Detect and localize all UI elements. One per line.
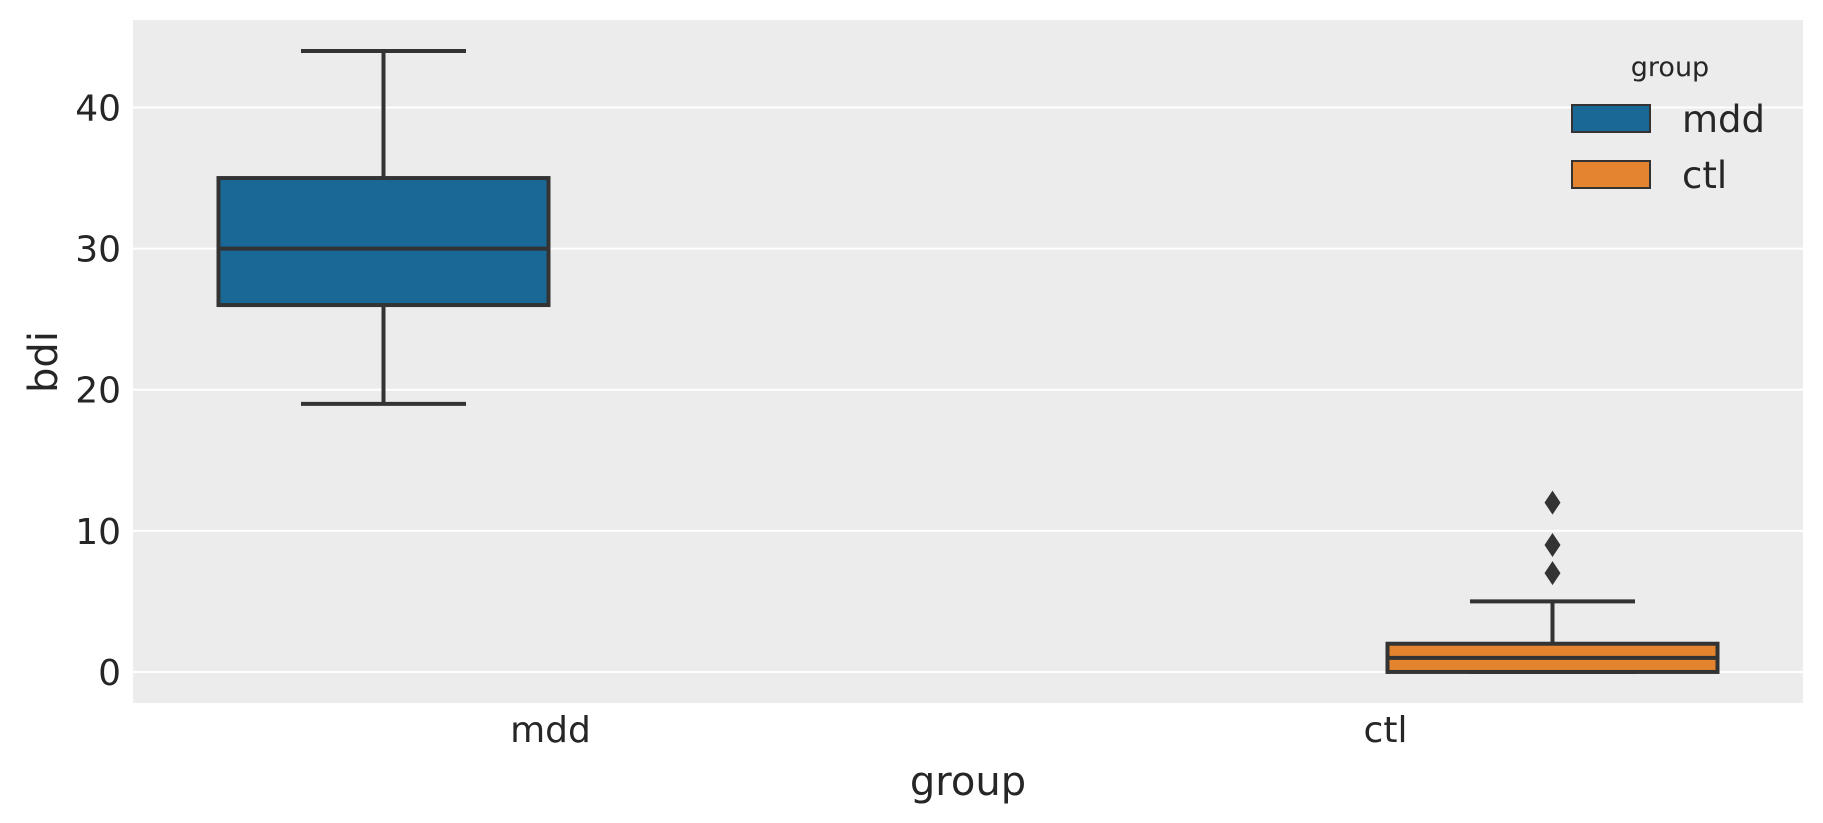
legend: group mdd ctl: [1571, 52, 1765, 197]
x-tick-labels: mdd ctl: [510, 710, 1407, 751]
y-tick-label-20: 20: [75, 371, 121, 412]
y-tick-label-0: 0: [98, 653, 121, 694]
y-axis-title: bdi: [21, 331, 67, 393]
legend-label-mdd: mdd: [1682, 98, 1765, 141]
outlier-point-ctl-12: [1544, 490, 1561, 515]
legend-title: group: [1631, 52, 1709, 83]
x-tick-label-ctl: ctl: [1364, 710, 1408, 751]
y-tick-label-30: 30: [75, 230, 121, 271]
box-mdd: [216, 49, 551, 406]
y-tick-label-40: 40: [75, 88, 121, 129]
iqr-box-mdd: [216, 176, 551, 308]
y-tick-labels: 0 10 20 30 40: [75, 88, 121, 693]
outlier-point-ctl-7: [1544, 561, 1561, 586]
legend-label-ctl: ctl: [1682, 154, 1727, 197]
boxes: [216, 49, 1720, 674]
legend-swatch-ctl: [1571, 160, 1651, 189]
x-tick-label-mdd: mdd: [510, 710, 591, 751]
x-axis-title: group: [910, 759, 1026, 805]
plot-area: [133, 20, 1803, 703]
y-tick-label-10: 10: [75, 512, 121, 553]
legend-swatch-mdd: [1571, 104, 1651, 133]
outlier-point-ctl-9: [1544, 532, 1561, 557]
box-ctl: [1385, 490, 1720, 674]
